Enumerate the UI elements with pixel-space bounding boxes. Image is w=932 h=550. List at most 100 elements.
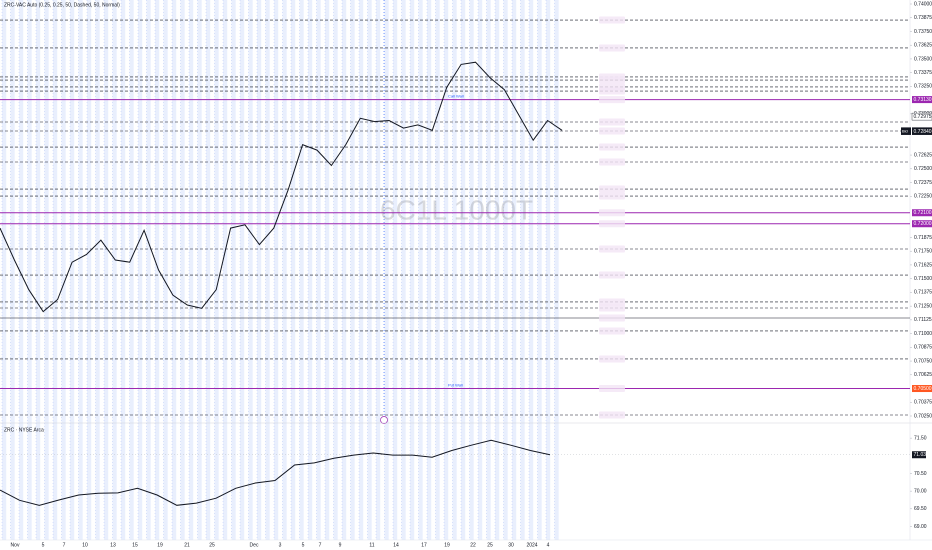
session-stripe (444, 0, 449, 540)
price-box-label: 0.72100 (914, 210, 932, 216)
session-stripe (452, 0, 457, 540)
x-tick-label: 7 (63, 542, 66, 548)
session-stripe (27, 0, 32, 540)
session-stripe (495, 0, 500, 540)
session-stripe (359, 0, 364, 540)
level-tag (599, 192, 625, 200)
session-stripe (410, 0, 415, 540)
session-stripe (146, 0, 151, 540)
x-tick-label: 11 (369, 542, 374, 548)
price-box-label: 0.72975 (914, 114, 932, 120)
session-stripe (112, 0, 117, 540)
session-stripe (367, 0, 372, 540)
session-stripe (172, 0, 177, 540)
level-tag (599, 385, 625, 393)
session-stripe (461, 0, 466, 540)
price-box-label: 0.70500 (914, 386, 932, 392)
session-stripe (2, 0, 7, 540)
session-stripe (36, 0, 41, 540)
y-tick-label: 0.70875 (914, 345, 932, 351)
price-box-label: 0.72840 (914, 129, 932, 135)
last-price-label: 71.03 (914, 452, 927, 458)
indicator-title[interactable]: ZRC-VAC Auto (0.25, 0.25, 50, Dashed, 50… (4, 2, 120, 8)
x-tick-label: 4 (547, 542, 550, 548)
y-tick-label: 0.70625 (914, 372, 932, 378)
level-tag (599, 96, 625, 104)
x-tick-label: 19 (157, 542, 163, 548)
y-tick-label: 0.72625 (914, 152, 932, 158)
session-stripe (257, 0, 262, 540)
session-stripe (240, 0, 245, 540)
session-stripe (308, 0, 313, 540)
level-tag (599, 87, 625, 95)
session-stripe (299, 0, 304, 540)
y-tick-label: 0.71000 (914, 331, 932, 337)
session-stripe (520, 0, 525, 540)
session-stripe (274, 0, 279, 540)
session-stripe (70, 0, 75, 540)
y-tick-label: 0.71125 (914, 317, 932, 323)
session-stripe (78, 0, 83, 540)
y-tick-label: 0.71625 (914, 262, 932, 268)
pane-title[interactable]: ZRC · NYSE Arca (4, 427, 44, 433)
x-tick-label: 19 (444, 542, 450, 548)
y-tick-label: 0.72375 (914, 180, 932, 186)
level-tag (599, 16, 625, 24)
y-tick-label: 71.50 (914, 435, 927, 441)
session-stripe (435, 0, 440, 540)
session-stripe (316, 0, 321, 540)
level-tag (599, 143, 625, 151)
level-tag (599, 304, 625, 312)
last-price-box (912, 451, 926, 459)
y-tick-label: 0.72500 (914, 166, 932, 172)
session-stripe (325, 0, 330, 540)
session-stripe (291, 0, 296, 540)
session-stripe (478, 0, 483, 540)
level-tag (599, 411, 625, 419)
price-box-label: 0.72000 (914, 221, 932, 227)
x-tick-label: 2024 (526, 542, 537, 548)
session-stripe (248, 0, 253, 540)
x-tick-label: 3 (279, 542, 282, 548)
price-box (911, 112, 932, 121)
y-tick-label: 69.50 (914, 506, 927, 512)
session-stripe (180, 0, 185, 540)
x-tick-label: 22 (470, 542, 476, 548)
session-stripe (333, 0, 338, 540)
x-tick-label: 15 (132, 542, 138, 548)
x-tick-label: 14 (393, 542, 399, 548)
session-stripe (104, 0, 109, 540)
x-tick-label: 10 (82, 542, 88, 548)
level-tag (599, 118, 625, 126)
price-line (0, 439, 551, 506)
level-tag (599, 185, 625, 193)
level-tag (599, 245, 625, 253)
x-tick-label: Nov (11, 542, 20, 548)
session-stripe (10, 0, 15, 540)
x-tick-label: 13 (110, 542, 116, 548)
price-box (912, 127, 932, 135)
x-tick-label: 17 (421, 542, 427, 548)
session-stripe (121, 0, 126, 540)
price-box (912, 385, 932, 393)
x-tick-label: 25 (209, 542, 215, 548)
x-tick-label: 5 (302, 542, 305, 548)
session-stripe (393, 0, 398, 540)
x-tick-label: Dec (250, 542, 259, 548)
y-tick-label: 0.71250 (914, 303, 932, 309)
session-stripe (189, 0, 194, 540)
price-box (912, 209, 932, 217)
session-stripe (95, 0, 100, 540)
level-tag (599, 158, 625, 166)
event-marker[interactable] (380, 416, 388, 424)
x-tick-label: 9 (339, 542, 342, 548)
session-stripe (214, 0, 219, 540)
session-stripe (197, 0, 202, 540)
session-stripe (163, 0, 168, 540)
session-stripe (486, 0, 491, 540)
session-stripe (384, 0, 389, 540)
level-tag (599, 76, 625, 84)
price-box (912, 220, 932, 228)
y-tick-label: 0.73375 (914, 70, 932, 76)
